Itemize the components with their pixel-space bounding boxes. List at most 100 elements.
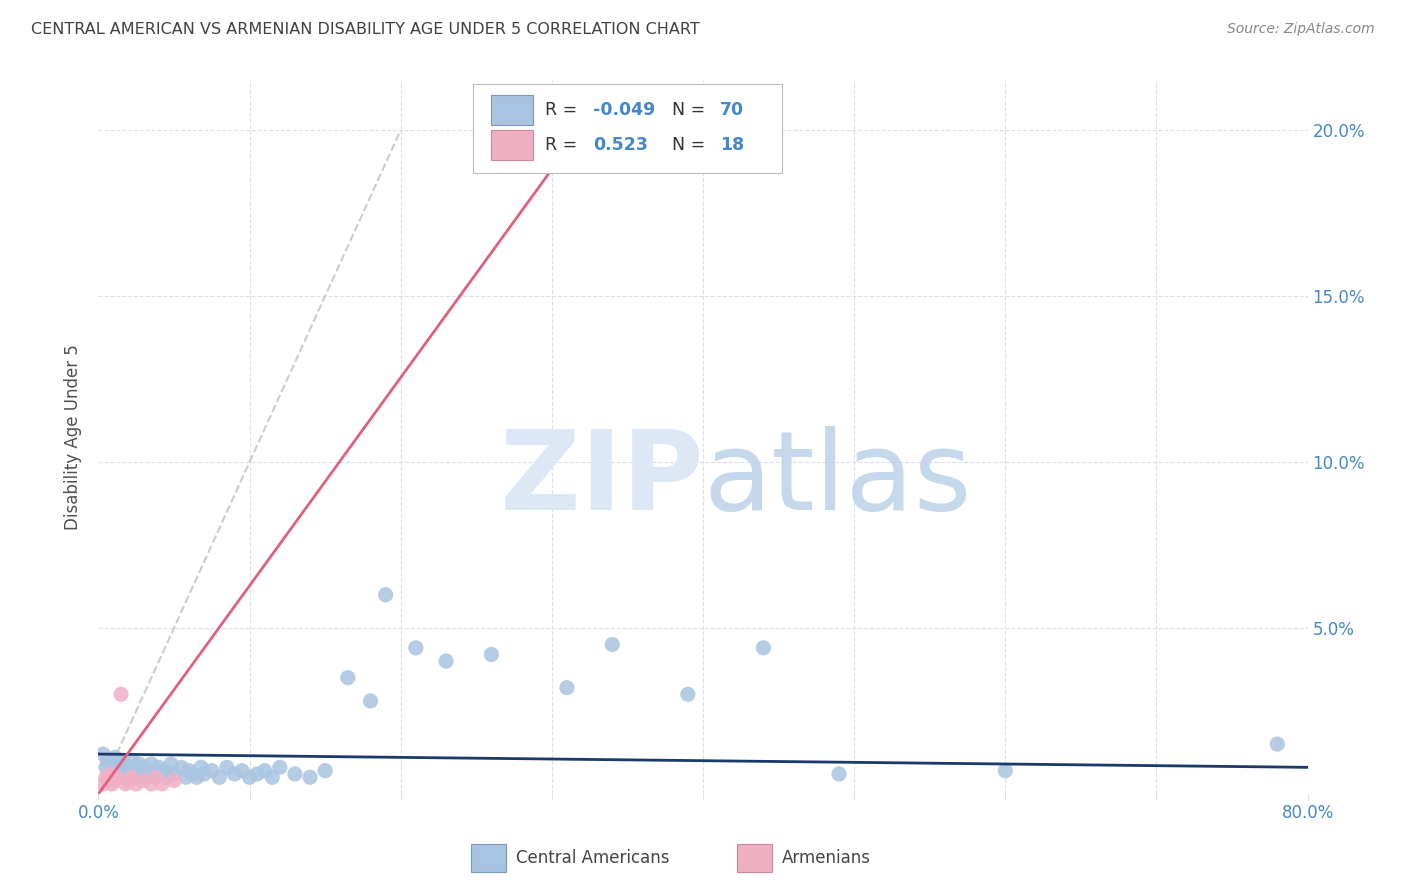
Point	[828, 767, 851, 781]
Point	[224, 767, 246, 781]
Point	[112, 757, 135, 772]
Point	[336, 671, 359, 685]
Point	[145, 770, 167, 784]
Point	[215, 760, 238, 774]
Point	[121, 770, 143, 784]
Point	[314, 764, 336, 778]
Point	[405, 640, 427, 655]
Point	[170, 760, 193, 774]
Point	[1267, 737, 1289, 751]
Point	[156, 770, 179, 784]
Point	[110, 687, 132, 701]
Text: N =: N =	[672, 101, 710, 119]
Point	[91, 777, 114, 791]
Point	[135, 770, 157, 784]
Point	[434, 654, 457, 668]
Point	[143, 767, 166, 781]
Point	[103, 770, 125, 784]
Point	[132, 760, 155, 774]
Point	[163, 773, 186, 788]
FancyBboxPatch shape	[474, 84, 782, 173]
Point	[374, 588, 396, 602]
Point	[125, 764, 148, 778]
Point	[148, 760, 170, 774]
Point	[181, 767, 204, 781]
FancyBboxPatch shape	[492, 130, 533, 161]
Point	[91, 747, 114, 761]
Text: R =: R =	[544, 136, 582, 154]
Point	[994, 764, 1017, 778]
Text: -0.049: -0.049	[593, 101, 655, 119]
Point	[141, 757, 163, 772]
Point	[108, 754, 131, 768]
Point	[96, 773, 118, 788]
Point	[193, 767, 215, 781]
Point	[555, 681, 578, 695]
Point	[481, 648, 503, 662]
Point	[239, 770, 262, 784]
Point	[136, 764, 159, 778]
Point	[127, 770, 149, 784]
Point	[676, 687, 699, 701]
Text: 18: 18	[720, 136, 744, 154]
Point	[94, 760, 117, 774]
Y-axis label: Disability Age Under 5: Disability Age Under 5	[65, 344, 83, 530]
Point	[120, 770, 142, 784]
Point	[129, 767, 152, 781]
Text: Source: ZipAtlas.com: Source: ZipAtlas.com	[1227, 22, 1375, 37]
Point	[122, 767, 145, 781]
Point	[104, 750, 127, 764]
Point	[284, 767, 307, 781]
Point	[145, 770, 167, 784]
Point	[174, 770, 197, 784]
Point	[107, 767, 129, 781]
Text: Central Americans: Central Americans	[516, 849, 669, 867]
Point	[150, 767, 173, 781]
Point	[231, 764, 253, 778]
Point	[125, 777, 148, 791]
Point	[105, 770, 128, 784]
Point	[115, 760, 138, 774]
Point	[201, 764, 224, 778]
Point	[124, 760, 146, 774]
Point	[602, 638, 624, 652]
Point	[141, 777, 163, 791]
Text: 0.523: 0.523	[593, 136, 648, 154]
Point	[360, 694, 382, 708]
Point	[246, 767, 269, 781]
Point	[160, 757, 183, 772]
Point	[100, 767, 122, 781]
FancyBboxPatch shape	[737, 844, 772, 872]
Point	[186, 770, 208, 784]
Point	[190, 760, 212, 774]
Point	[253, 764, 276, 778]
Point	[132, 773, 155, 788]
Point	[118, 773, 141, 788]
Point	[262, 770, 284, 784]
Text: atlas: atlas	[703, 426, 972, 533]
Point	[100, 757, 122, 772]
Text: ZIP: ZIP	[499, 426, 703, 533]
Text: CENTRAL AMERICAN VS ARMENIAN DISABILITY AGE UNDER 5 CORRELATION CHART: CENTRAL AMERICAN VS ARMENIAN DISABILITY …	[31, 22, 700, 37]
Point	[179, 764, 201, 778]
Point	[111, 770, 134, 784]
Text: R =: R =	[544, 101, 582, 119]
Point	[586, 100, 609, 114]
Point	[269, 760, 291, 774]
Text: 70: 70	[720, 101, 744, 119]
Point	[96, 754, 118, 768]
FancyBboxPatch shape	[492, 95, 533, 125]
Point	[118, 764, 141, 778]
Point	[752, 640, 775, 655]
Point	[114, 777, 136, 791]
Point	[105, 760, 128, 774]
Point	[121, 754, 143, 768]
Point	[114, 767, 136, 781]
Text: N =: N =	[672, 136, 710, 154]
FancyBboxPatch shape	[471, 844, 506, 872]
Point	[299, 770, 322, 784]
Point	[94, 770, 117, 784]
Point	[101, 777, 124, 791]
Point	[101, 764, 124, 778]
Point	[163, 767, 186, 781]
